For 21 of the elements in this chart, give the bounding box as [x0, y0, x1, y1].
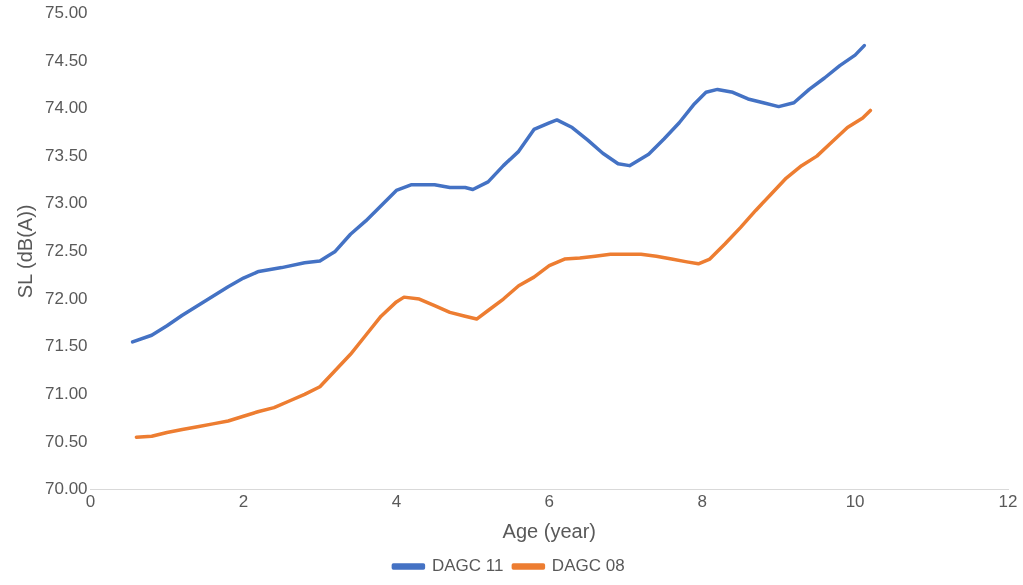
y-tick-label: 73.50: [44, 145, 88, 165]
y-tick-label: 75.00: [44, 2, 88, 22]
y-tick-label: 71.00: [44, 384, 88, 404]
x-axis-title: Age (year): [502, 519, 596, 542]
legend-label: DAGC 08: [551, 556, 625, 576]
x-tick-label: 12: [998, 492, 1018, 512]
x-tick-label: 2: [238, 492, 249, 512]
x-tick-label: 10: [845, 492, 865, 512]
y-tick-label: 70.50: [44, 431, 88, 451]
y-tick-label: 71.50: [44, 336, 88, 356]
y-tick-label: 74.00: [44, 98, 88, 118]
y-tick-label: 72.50: [44, 241, 88, 261]
y-tick-label: 74.50: [44, 50, 88, 70]
x-tick-label: 4: [391, 492, 402, 512]
legend-label: DAGC 11: [431, 556, 504, 576]
x-tick-label: 6: [544, 492, 555, 512]
x-tick-label: 0: [85, 492, 96, 512]
y-tick-label: 73.00: [44, 193, 88, 213]
x-tick-label: 8: [697, 492, 707, 512]
y-axis-title: SL (dB(A)): [13, 204, 36, 299]
y-tick-label: 72.00: [44, 288, 88, 308]
